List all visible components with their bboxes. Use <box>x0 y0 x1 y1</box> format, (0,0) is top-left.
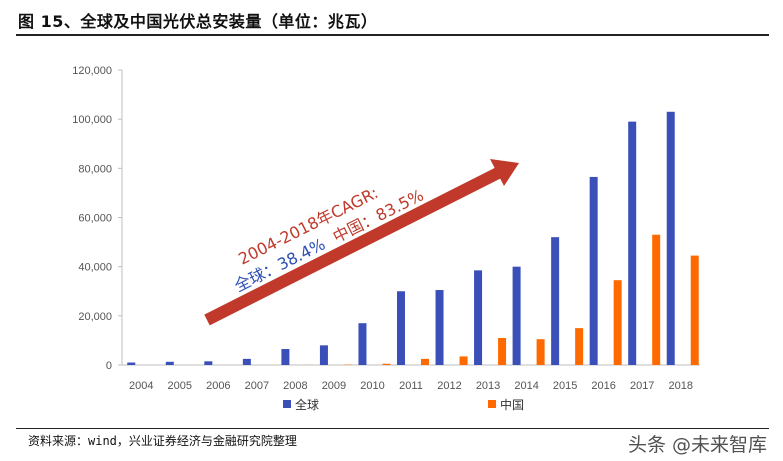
x-tick-label: 2006 <box>206 380 230 392</box>
x-tick-label: 2017 <box>630 380 654 392</box>
bar-global <box>242 358 251 365</box>
y-tick-label: 0 <box>106 360 112 372</box>
bar-global <box>666 111 675 366</box>
x-axis: 2004 2005 2006 2007 2008 2009 2010 2011 2012 2013… <box>122 364 700 392</box>
x-tick-label: 2009 <box>322 380 346 392</box>
trend-arrow <box>204 159 519 326</box>
legend: 全球 中国 <box>283 397 524 412</box>
legend-label: 全球 <box>295 397 319 412</box>
source-note: 资料来源：wind，兴业证券经济与金融研究院整理 <box>28 434 297 448</box>
y-tick-label: 120,000 <box>72 65 112 77</box>
bar-global <box>281 349 290 365</box>
x-tick-label: 2015 <box>553 380 577 392</box>
figure-title: 图 15、全球及中国光伏总安装量（单位：兆瓦） <box>18 12 378 31</box>
bar-global <box>435 290 444 365</box>
x-tick-label: 2010 <box>360 380 384 392</box>
source-divider <box>16 428 769 429</box>
x-tick-label: 2008 <box>283 380 307 392</box>
bars <box>127 111 699 366</box>
bar-global <box>397 291 405 365</box>
x-tick-label: 2016 <box>591 380 615 392</box>
x-tick-label: 2005 <box>168 380 192 392</box>
legend-swatch <box>283 400 291 408</box>
bar-global <box>628 121 637 365</box>
bar-china <box>382 363 391 365</box>
x-tick-label: 2018 <box>668 380 692 392</box>
bar-global <box>358 323 367 365</box>
x-tick-label: 2004 <box>129 380 153 392</box>
bar-china <box>498 337 507 365</box>
bar-china <box>536 339 545 365</box>
bar-global <box>589 176 598 365</box>
x-tick-label: 2012 <box>437 380 461 392</box>
legend-swatch <box>488 400 496 408</box>
bar-global <box>204 361 213 365</box>
x-tick-label: 2011 <box>399 380 423 392</box>
bar-china <box>575 328 584 365</box>
legend-label: 中国 <box>500 397 524 412</box>
y-tick-label: 40,000 <box>78 262 112 274</box>
bar-china <box>459 356 468 365</box>
y-tick-label: 100,000 <box>72 114 112 126</box>
bar-china <box>652 234 661 365</box>
bar-global <box>512 266 521 365</box>
y-tick-label: 20,000 <box>78 311 112 323</box>
y-axis: 0 20,000 40,000 60,000 80,000 100,000 120,000 <box>72 65 123 372</box>
bar-global <box>127 362 136 365</box>
title-divider <box>16 34 769 36</box>
x-tick-label: 2014 <box>514 380 538 392</box>
y-tick-label: 80,000 <box>78 163 112 175</box>
bar-global <box>474 270 483 365</box>
x-tick-label: 2013 <box>476 380 500 392</box>
watermark: 头条 @未来智库 <box>627 434 767 456</box>
bar-china <box>690 255 699 365</box>
bar-china <box>613 280 622 365</box>
y-tick-label: 60,000 <box>78 213 112 225</box>
x-tick-label: 2007 <box>245 380 269 392</box>
bar-china <box>421 358 429 365</box>
bar-global <box>551 237 560 365</box>
bar-global <box>319 345 328 365</box>
bar-global <box>165 361 174 365</box>
